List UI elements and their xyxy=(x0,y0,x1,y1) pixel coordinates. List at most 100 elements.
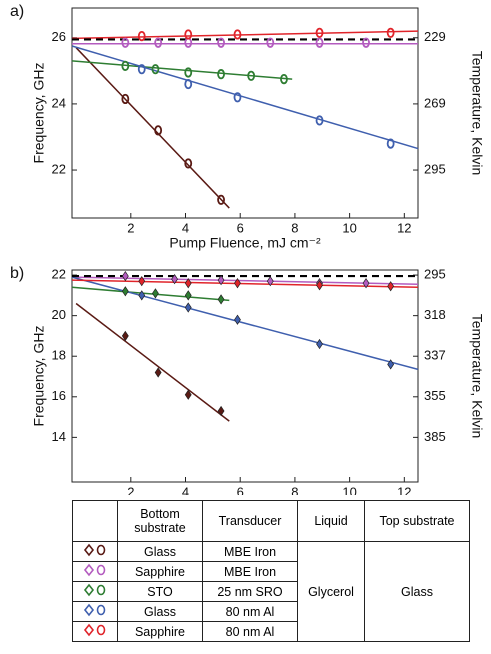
y-tick-label: 16 xyxy=(52,388,66,403)
x-tick-label: 8 xyxy=(291,484,298,495)
table-cell: Sapphire xyxy=(117,561,203,582)
table-row: STO 25 nm SRO xyxy=(72,581,470,602)
circle-marker xyxy=(315,27,324,38)
y-tick-label: 14 xyxy=(52,429,66,444)
header-cell: Bottom substrate xyxy=(117,500,203,542)
circle-marker xyxy=(184,78,193,90)
table-row: Sapphire 80 nm Al xyxy=(72,621,470,642)
circle-marker xyxy=(151,64,160,75)
fit-line xyxy=(71,286,230,302)
icon-cell xyxy=(72,621,118,642)
fit-line xyxy=(71,276,419,285)
diamond-marker xyxy=(316,338,323,350)
header-cell: Transducer xyxy=(202,500,298,542)
diamond-marker xyxy=(234,278,241,289)
table-cell: Sapphire xyxy=(117,621,203,642)
icon-cell xyxy=(72,601,118,622)
fit-line xyxy=(71,279,419,288)
diamond-marker xyxy=(362,278,370,289)
top-substrate-cell: Glass xyxy=(364,541,470,642)
x-tick-label: 6 xyxy=(237,484,244,495)
circle-icon xyxy=(96,624,106,636)
diamond-marker xyxy=(138,276,146,287)
table-row: Glass MBE Iron Glycerol Glass xyxy=(72,541,470,642)
diamond-marker xyxy=(387,281,395,292)
diamond-icon xyxy=(83,603,95,617)
header-cell: Liquid xyxy=(297,500,365,542)
circle-marker xyxy=(121,93,130,105)
circle-marker xyxy=(386,138,395,149)
table-row: Glass 80 nm Al xyxy=(72,601,470,622)
y2-tick-label: 295 xyxy=(424,161,446,176)
circle-marker xyxy=(184,158,193,169)
x-tick-label: 12 xyxy=(397,220,411,235)
legend-icon xyxy=(83,583,106,597)
fit-line xyxy=(71,30,419,40)
table-cell: Glass xyxy=(117,601,203,622)
y-tick-label: 26 xyxy=(52,29,66,44)
x-tick-label: 8 xyxy=(291,220,298,235)
x-tick-label: 6 xyxy=(237,220,244,235)
table-cell: STO xyxy=(117,581,203,602)
legend-table: Bottom substrate Transducer Liquid Top s… xyxy=(72,500,470,642)
y-axis-label: Frequency, GHz xyxy=(31,326,47,427)
liquid-cell: Glycerol xyxy=(297,541,365,642)
circle-marker xyxy=(121,37,130,48)
circle-marker xyxy=(154,37,163,48)
y-tick-label: 20 xyxy=(52,307,66,322)
table-cell: MBE Iron xyxy=(202,541,298,562)
circle-marker xyxy=(217,37,225,48)
diamond-marker xyxy=(217,405,225,417)
circle-icon xyxy=(96,604,106,616)
circle-marker xyxy=(154,125,163,136)
y-axis-label: Frequency, GHz xyxy=(31,63,47,164)
header-cell: Top substrate xyxy=(364,500,470,542)
diamond-marker xyxy=(266,276,274,287)
circle-marker xyxy=(280,74,288,85)
diamond-marker xyxy=(154,367,162,378)
plot-frame xyxy=(71,269,419,483)
icon-header xyxy=(72,500,118,542)
y2-tick-label: 318 xyxy=(424,307,446,322)
icon-cell xyxy=(72,581,118,602)
fit-line xyxy=(75,302,230,422)
fit-line xyxy=(75,47,230,209)
diamond-marker xyxy=(184,302,192,313)
table-cell: Glass xyxy=(117,541,203,562)
diamond-marker xyxy=(217,275,225,286)
y2-tick-label: 269 xyxy=(424,95,446,110)
table-row: Sapphire MBE Iron xyxy=(72,561,470,582)
x-tick-label: 10 xyxy=(342,220,356,235)
table-cell: 80 nm Al xyxy=(202,621,298,642)
circle-marker xyxy=(247,70,256,81)
x-tick-label: 2 xyxy=(127,220,134,235)
y2-axis-label: Temperature, Kelvin xyxy=(469,51,485,176)
panel-label: a) xyxy=(10,3,24,20)
legend-icon xyxy=(83,603,106,617)
y-tick-label: 18 xyxy=(52,348,66,363)
fit-line xyxy=(71,45,419,150)
y2-tick-label: 295 xyxy=(424,267,446,282)
x-tick-label: 4 xyxy=(182,484,189,495)
y-tick-label: 24 xyxy=(52,95,66,110)
fit-line xyxy=(71,60,293,80)
circle-marker xyxy=(137,64,146,75)
diamond-marker xyxy=(138,290,146,301)
circle-marker xyxy=(233,29,242,40)
legend-icon xyxy=(83,543,106,557)
diamond-icon xyxy=(83,563,95,577)
icon-cell xyxy=(72,541,118,562)
table-cell: 25 nm SRO xyxy=(202,581,298,602)
circle-marker xyxy=(217,194,225,205)
diamond-marker xyxy=(316,280,323,291)
circle-marker xyxy=(121,60,130,71)
circle-marker xyxy=(137,31,146,42)
circle-icon xyxy=(96,544,106,556)
icon-cell xyxy=(72,561,118,582)
x-tick-label: 12 xyxy=(397,484,411,495)
y2-tick-label: 385 xyxy=(424,429,446,444)
diamond-marker xyxy=(152,288,159,299)
circle-marker xyxy=(362,37,370,48)
diamond-marker xyxy=(171,273,178,285)
y-tick-label: 22 xyxy=(52,161,66,176)
